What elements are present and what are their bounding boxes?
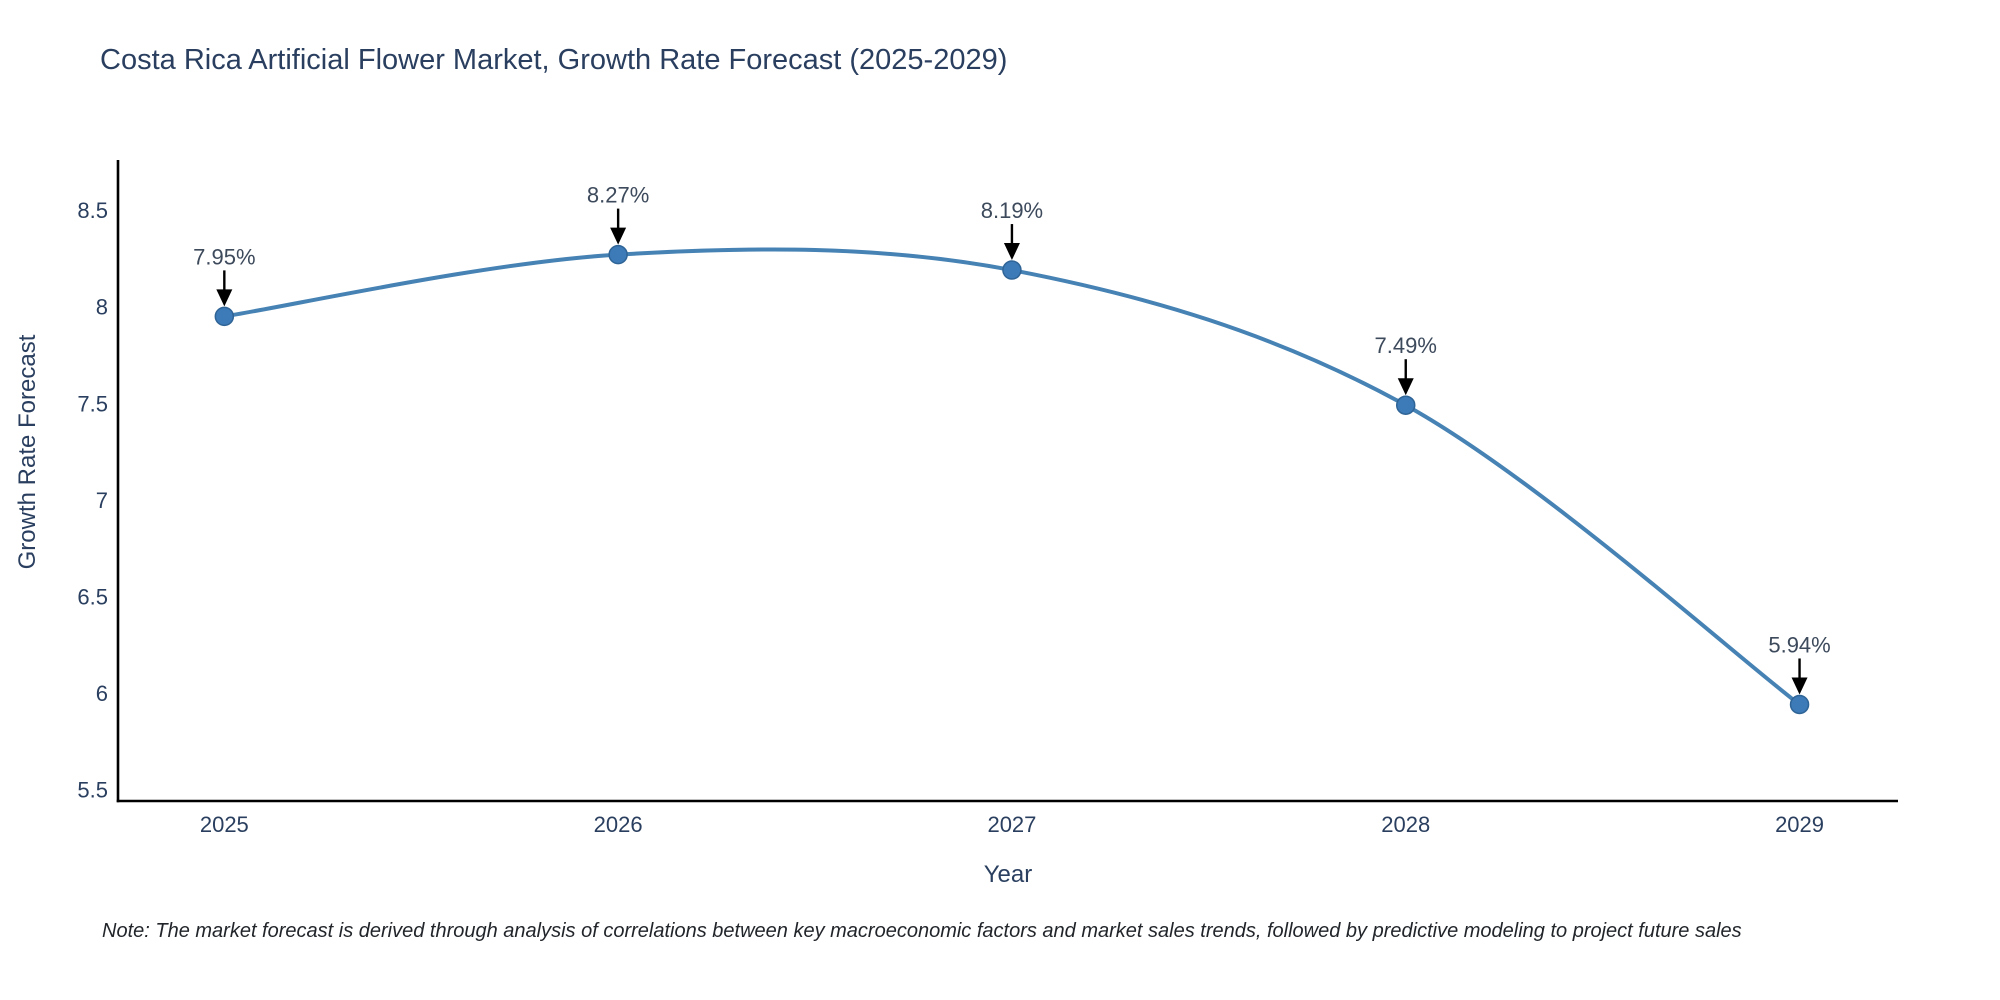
y-axis-title: Growth Rate Forecast (14, 334, 41, 570)
y-tick-label: 6 (96, 681, 108, 706)
y-tick-label: 7 (96, 488, 108, 513)
annotation-arrowhead (1397, 378, 1414, 396)
data-point-marker[interactable] (1002, 260, 1022, 280)
footnote: Note: The market forecast is derived thr… (102, 920, 1742, 942)
annotation-arrowhead (610, 227, 627, 245)
x-tick-label: 2025 (200, 812, 249, 837)
y-tick-label: 7.5 (77, 391, 108, 416)
data-point-marker[interactable] (608, 244, 628, 265)
trend-line (222, 247, 1802, 707)
data-point-marker[interactable] (214, 306, 235, 327)
y-tick-label: 8.5 (77, 198, 108, 223)
annotation-arrowhead (1003, 243, 1020, 261)
chart-title: Costa Rica Artificial Flower Market, Gro… (100, 44, 1008, 76)
x-tick-label: 2027 (987, 812, 1036, 837)
y-tick-label: 6.5 (77, 584, 108, 609)
data-point-label: 8.27% (587, 183, 649, 208)
data-point-label: 7.49% (1375, 333, 1437, 358)
data-point-label: 5.94% (1768, 632, 1830, 657)
x-tick-label: 2028 (1381, 812, 1430, 837)
data-point-label: 8.19% (981, 198, 1043, 223)
data-point-marker[interactable] (1395, 395, 1416, 415)
x-tick-label: 2026 (594, 812, 643, 837)
y-tick-label: 8 (96, 295, 108, 320)
data-point-label: 7.95% (193, 244, 255, 269)
x-tick-label: 2029 (1775, 812, 1824, 837)
data-point-marker[interactable] (1789, 694, 1810, 715)
annotation-arrowhead (216, 289, 233, 307)
y-tick-label: 5.5 (77, 777, 108, 802)
x-axis-title: Year (983, 861, 1033, 888)
annotation-arrowhead (1791, 677, 1808, 695)
